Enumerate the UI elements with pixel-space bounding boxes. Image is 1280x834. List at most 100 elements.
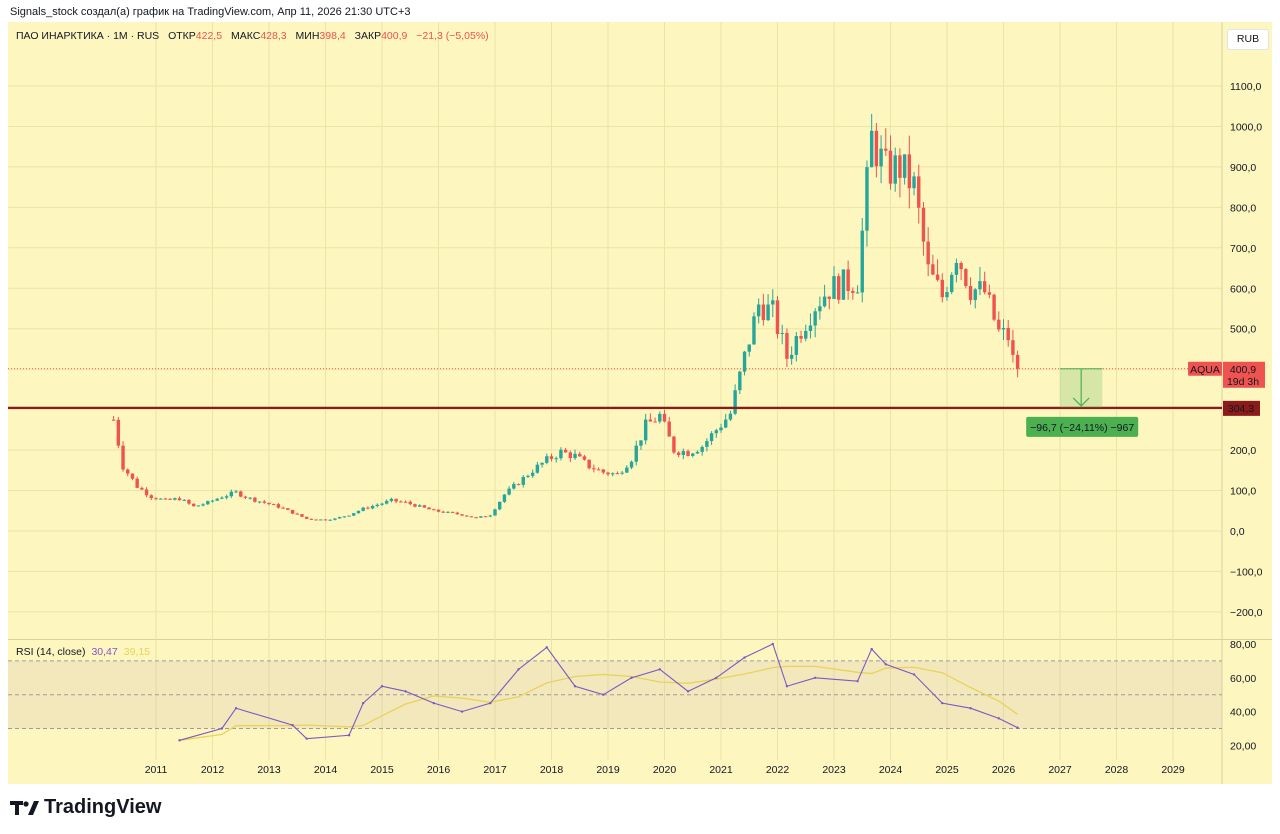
candle-body[interactable] xyxy=(276,504,281,508)
candle-body[interactable] xyxy=(304,516,309,519)
candle-body[interactable] xyxy=(479,516,483,518)
candle-body[interactable] xyxy=(182,499,186,501)
candle-body[interactable] xyxy=(1006,327,1010,341)
candle-body[interactable] xyxy=(483,516,488,518)
candle-body[interactable] xyxy=(606,472,610,475)
candle-body[interactable] xyxy=(201,504,205,506)
candle-body[interactable] xyxy=(813,311,817,326)
candle-body[interactable] xyxy=(648,419,653,422)
candle-body[interactable] xyxy=(366,507,370,509)
candle-body[interactable] xyxy=(314,519,318,521)
candle-body[interactable] xyxy=(865,167,869,231)
candle-body[interactable] xyxy=(262,501,266,503)
candle-body[interactable] xyxy=(408,501,412,505)
candle-body[interactable] xyxy=(714,430,718,434)
candle-body[interactable] xyxy=(766,304,770,321)
candle-body[interactable] xyxy=(498,501,502,510)
candle-body[interactable] xyxy=(921,207,926,242)
candle-body[interactable] xyxy=(615,473,620,475)
candle-body[interactable] xyxy=(804,330,808,339)
candle-body[interactable] xyxy=(987,292,992,295)
candle-body[interactable] xyxy=(945,292,949,298)
candle-body[interactable] xyxy=(837,276,841,300)
candle-body[interactable] xyxy=(356,510,361,514)
candle-body[interactable] xyxy=(568,452,573,459)
candle-body[interactable] xyxy=(163,498,168,500)
candle-body[interactable] xyxy=(234,491,238,493)
candle-body[interactable] xyxy=(724,419,728,428)
candle-body[interactable] xyxy=(912,176,916,189)
candle-body[interactable] xyxy=(822,296,827,307)
candle-body[interactable] xyxy=(140,487,144,490)
candle-body[interactable] xyxy=(286,508,290,510)
candle-body[interactable] xyxy=(950,274,954,293)
measure-label-box[interactable] xyxy=(1026,416,1139,437)
candle-body[interactable] xyxy=(940,279,944,298)
candle-body[interactable] xyxy=(596,469,601,471)
candle-body[interactable] xyxy=(738,371,742,391)
candle-body[interactable] xyxy=(898,155,902,178)
candle-body[interactable] xyxy=(573,453,577,459)
candle-body[interactable] xyxy=(601,469,605,473)
candle-body[interactable] xyxy=(488,515,492,517)
candle-body[interactable] xyxy=(563,449,568,453)
candle-body[interactable] xyxy=(691,453,695,456)
candle-body[interactable] xyxy=(709,433,714,442)
candle-body[interactable] xyxy=(257,501,262,503)
candle-body[interactable] xyxy=(116,419,121,446)
candle-body[interactable] xyxy=(611,473,615,475)
candle-body[interactable] xyxy=(869,130,874,168)
candle-body[interactable] xyxy=(229,491,234,497)
candle-body[interactable] xyxy=(672,436,676,453)
candle-body[interactable] xyxy=(177,498,182,501)
candle-body[interactable] xyxy=(756,304,761,317)
candle-body[interactable] xyxy=(719,427,723,431)
candle-body[interactable] xyxy=(474,517,478,519)
candle-body[interactable] xyxy=(337,517,342,519)
candle-body[interactable] xyxy=(700,446,704,452)
candle-body[interactable] xyxy=(272,504,276,506)
candle-body[interactable] xyxy=(874,130,879,167)
candle-body[interactable] xyxy=(808,325,813,331)
candle-body[interactable] xyxy=(658,413,662,422)
candle-body[interactable] xyxy=(681,451,686,455)
candle-body[interactable] xyxy=(827,296,831,299)
candle-body[interactable] xyxy=(130,473,135,479)
candle-body[interactable] xyxy=(634,445,638,462)
candle-body[interactable] xyxy=(512,484,516,489)
candle-body[interactable] xyxy=(917,176,921,208)
candle-body[interactable] xyxy=(446,511,450,513)
candle-body[interactable] xyxy=(413,504,417,507)
candle-body[interactable] xyxy=(173,498,177,500)
candle-body[interactable] xyxy=(794,336,799,355)
tradingview-logo[interactable]: TradingView xyxy=(10,796,161,819)
candle-body[interactable] xyxy=(733,390,737,414)
candle-body[interactable] xyxy=(625,467,629,473)
candle-body[interactable] xyxy=(1011,340,1015,355)
candle-body[interactable] xyxy=(319,519,323,521)
candle-body[interactable] xyxy=(587,459,591,469)
candle-body[interactable] xyxy=(771,300,775,305)
candle-body[interactable] xyxy=(352,513,356,516)
candle-body[interactable] xyxy=(333,518,337,520)
candle-body[interactable] xyxy=(436,509,441,512)
candle-body[interactable] xyxy=(168,498,172,500)
candle-body[interactable] xyxy=(1001,327,1006,330)
candle-body[interactable] xyxy=(799,336,803,339)
candle-body[interactable] xyxy=(968,285,973,301)
candle-body[interactable] xyxy=(121,445,125,470)
candle-body[interactable] xyxy=(855,292,860,294)
candle-body[interactable] xyxy=(841,269,846,300)
candle-body[interactable] xyxy=(253,497,257,502)
candle-body[interactable] xyxy=(1015,354,1020,369)
candle-body[interactable] xyxy=(639,440,643,446)
candle-body[interactable] xyxy=(761,304,766,321)
candle-body[interactable] xyxy=(239,491,243,497)
candle-body[interactable] xyxy=(592,468,596,470)
candle-body[interactable] xyxy=(893,155,897,184)
candle-body[interactable] xyxy=(907,154,912,189)
candle-body[interactable] xyxy=(902,154,907,178)
candle-body[interactable] xyxy=(695,451,700,454)
candle-body[interactable] xyxy=(380,503,384,505)
candle-body[interactable] xyxy=(879,148,883,167)
